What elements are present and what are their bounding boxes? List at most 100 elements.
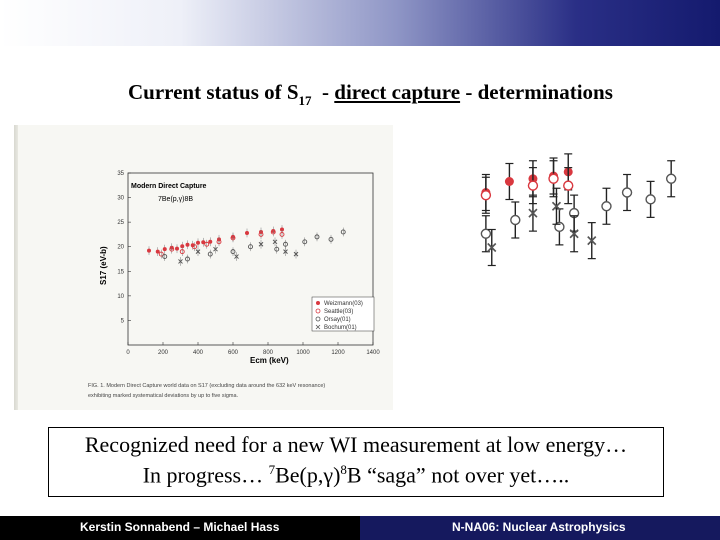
data-point-series2 [185,256,190,262]
data-point-series0 [175,246,179,251]
x-tick-label: 800 [263,350,274,356]
data-point-series3-stroke2 [178,259,183,264]
textbox-line2: In progress… 7Be(p,γ)8B “saga” not over … [49,462,663,488]
figure-header: Modern Direct Capture [131,183,207,190]
data-point-series2 [162,254,168,259]
data-point-series1 [216,239,222,245]
textbox-sup-7: 7 [268,462,276,477]
s17-chart: 0 200 400 600 800 1000 1200 1400 5 10 15 20 25 30 35 W… [88,171,380,399]
overlay-point-series3-stroke2 [569,229,579,239]
data-point-series2 [283,241,288,247]
y-tick-label: 25 [117,220,124,226]
figure-reaction: 7Be(p,γ)8B [158,196,193,203]
footer-authors-text: Kerstin Sonnabend – Michael Hass [80,520,280,534]
data-point-series1 [158,251,164,257]
data-point-series0 [185,242,190,247]
data-point-series3-stroke2 [272,239,278,245]
y-tick-label: 30 [117,196,124,202]
overlay-point-series3-stroke2 [487,242,497,253]
x-tick-label: 400 [193,350,204,356]
overlay-point-series2 [601,201,612,212]
overlay-point-series2 [665,173,677,184]
header-gradient-bar [0,0,720,46]
data-point-series1 [192,244,197,250]
title-separator: - [311,80,335,104]
overlay-point-series2 [510,214,521,226]
legend-marker [315,308,321,314]
data-point-series2 [248,244,253,250]
data-point-series3-stroke2 [283,249,288,254]
enlarged-data-overlay [480,153,677,267]
data-point-series3-stroke2 [234,254,239,259]
data-point-series1 [279,231,285,237]
overlay-point-series2 [645,194,656,205]
x-tick-label: 600 [228,350,239,356]
legend-marker-stroke2 [315,324,321,330]
textbox-line1: Recognized need for a new WI measurement… [84,432,628,457]
status-textbox: Recognized need for a new WI measurement… [48,427,664,497]
y-tick-label: 20 [117,245,124,251]
data-point-series0 [180,244,185,249]
data-point-series0 [196,240,200,245]
data-point-series1 [258,231,264,237]
data-point-series2 [302,239,308,245]
data-point-series3-stroke2 [258,241,264,247]
footer-event: N-NA06: Nuclear Astrophysics [360,516,720,540]
data-point-series3-stroke2 [293,251,299,257]
data-point-series2 [314,234,320,240]
data-point-series0 [147,248,151,253]
x-tick-label: 1200 [331,350,345,356]
overlay-point-series1 [548,173,559,184]
data-point-series0 [201,240,206,245]
title-text: Current status of S [128,80,299,104]
data-point-series2 [230,249,236,255]
y-tick-label: 10 [117,294,124,300]
x-tick-label: 1400 [366,350,380,356]
footer-event-text: N-NA06: Nuclear Astrophysics [452,520,626,534]
legend-label: Seattle(03) [324,309,353,315]
data-point-series1 [179,249,185,255]
legend-label: Orsay(01) [324,317,351,323]
plot-frame [127,172,374,346]
overlay-point-series3-stroke2 [551,201,562,211]
data-point-series0 [280,227,284,232]
data-point-series0 [245,230,249,235]
textbox-reaction: Be(p,γ) [275,462,341,488]
legend-marker [315,316,321,322]
y-tick-label: 35 [117,171,124,177]
data-point-series3-stroke2 [213,246,218,252]
textbox-sup-8: 8 [340,462,347,477]
data-point-series0 [155,249,160,254]
figure-caption-line1: FIG. 1. Modern Direct Capture world data… [88,383,325,389]
overlay-point-series3-stroke2 [587,236,597,246]
overlay-point-series2 [621,187,633,198]
legend-label: Weizmann(03) [324,301,363,307]
overlay-point-series2 [480,228,492,239]
overlay-point-series3-stroke2 [528,208,538,218]
data-point-series2 [207,251,213,257]
figure-caption-line2: exhibiting marked systematical deviation… [88,393,239,399]
y-tick-label: 5 [121,318,125,324]
data-point-series1 [270,229,276,235]
title-subscript: 17 [298,93,312,108]
x-tick-label: 1000 [296,350,310,356]
x-tick-label: 200 [158,350,169,356]
scanned-figure: 0 200 400 600 800 1000 1200 1400 5 10 15 20 25 30 35 W… [18,125,393,410]
legend-box [311,296,375,332]
title-underlined-text: direct capture [334,80,461,104]
footer-authors: Kerstin Sonnabend – Michael Hass [0,516,360,540]
data-point-series0 [208,239,213,244]
textbox-line2-suffix: B “saga” not over yet….. [346,462,570,488]
y-axis-label: S17 (eV-b) [99,246,108,285]
overlay-point-series1 [527,180,539,191]
data-point-series3-stroke2 [195,249,201,254]
legend-label: Bochum(01) [324,325,357,331]
data-point-series0 [162,247,167,252]
x-tick-label: 0 [126,350,130,356]
data-point-series1 [230,235,236,241]
data-point-series1 [204,241,210,247]
x-axis-label: Ecm (keV) [250,356,289,365]
legend-marker [316,301,320,305]
data-point-series1 [169,246,175,252]
overlay-point-series0 [504,177,514,186]
